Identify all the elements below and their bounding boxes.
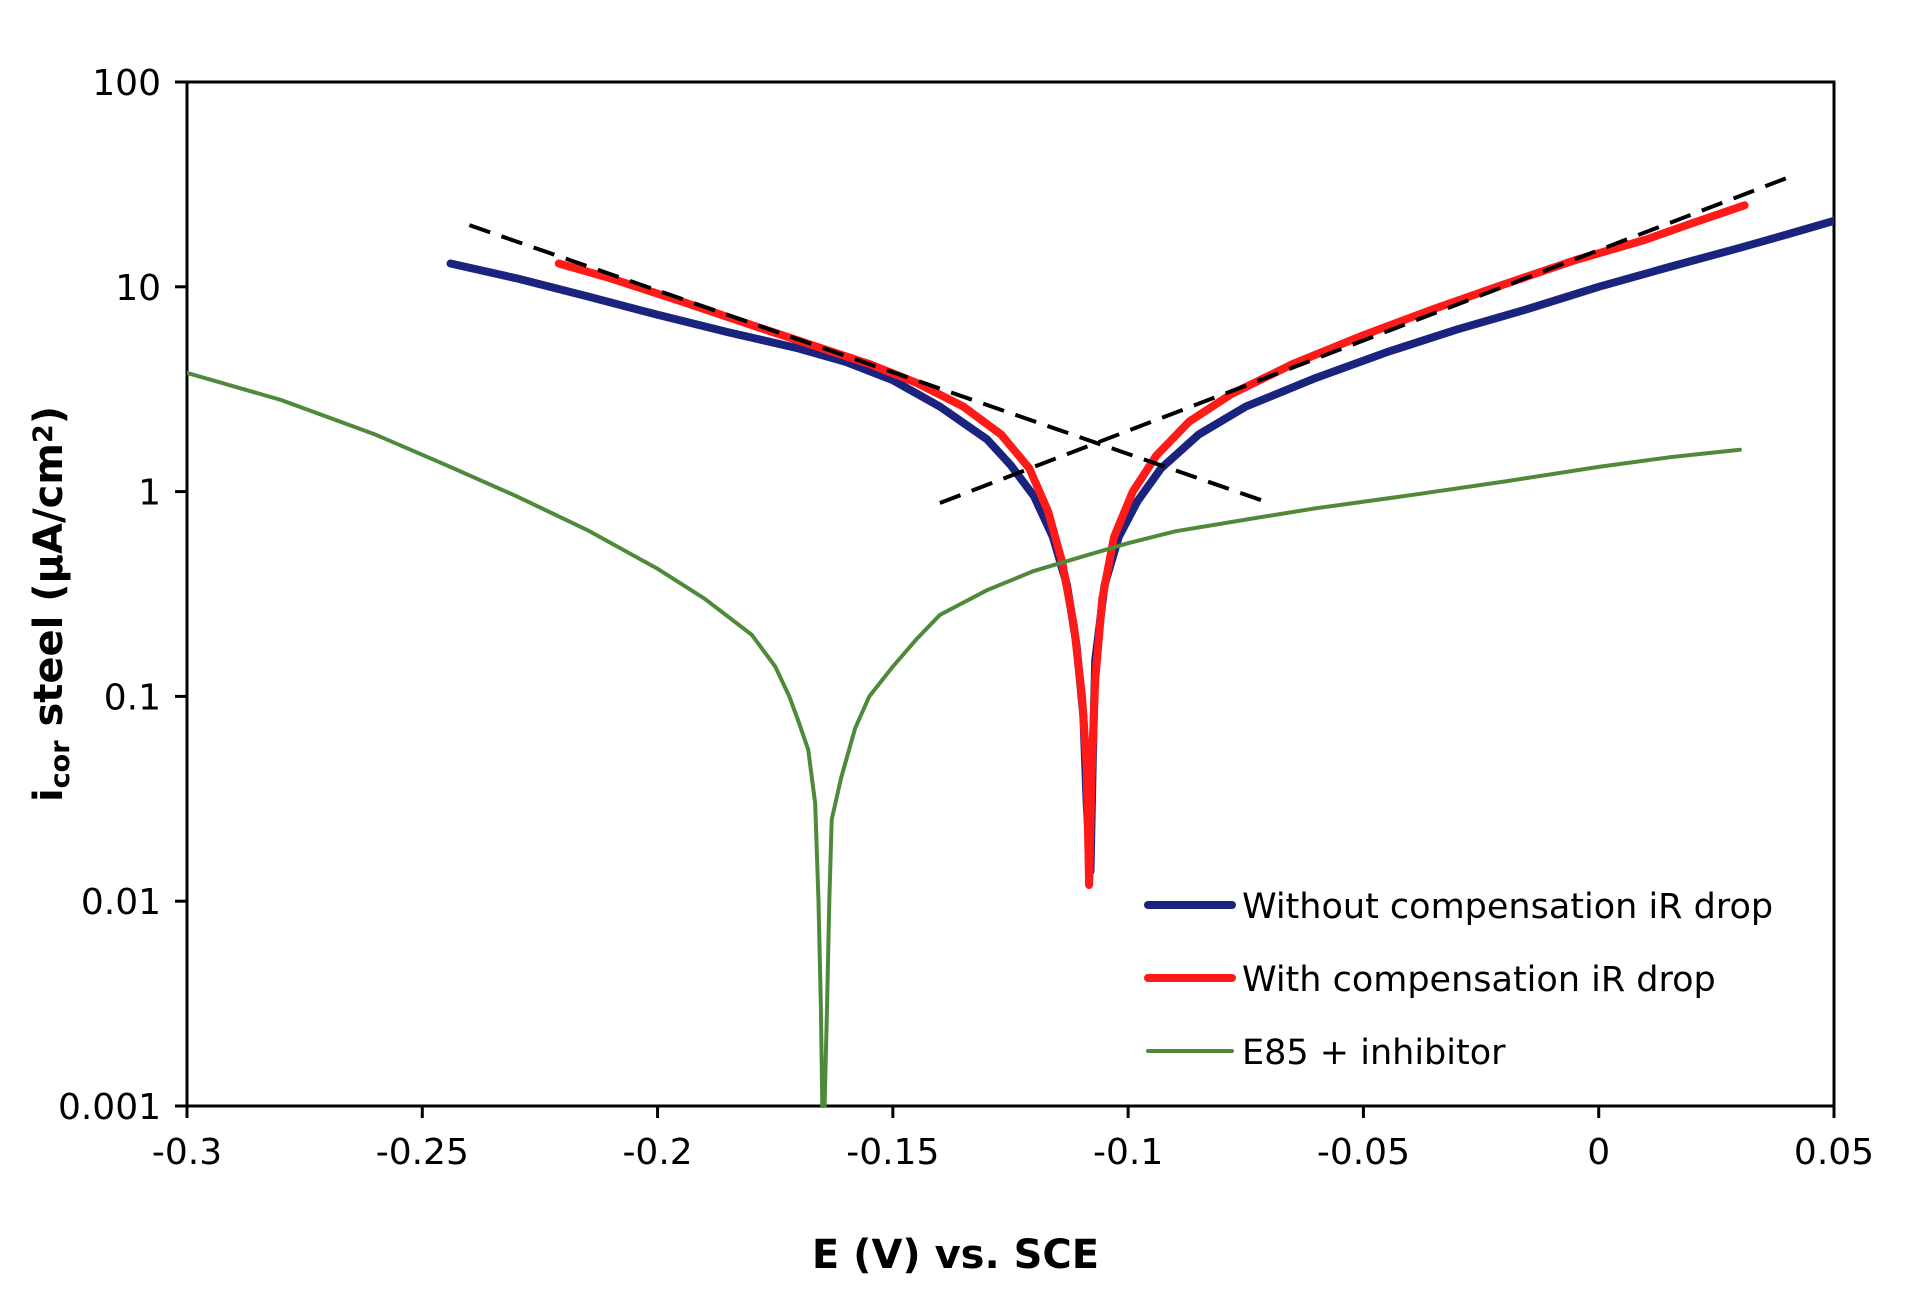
legend-label-with-compensation-ir-drop: With compensation iR drop: [1242, 960, 1716, 1000]
y-tick-label: 1: [138, 473, 161, 514]
series-group: [187, 176, 1834, 1108]
tafel-line-anodic-tafel-fit: [939, 176, 1788, 505]
x-tick-label: -0.25: [376, 1132, 469, 1173]
y-tick-label: 10: [115, 268, 161, 309]
x-tick-label: -0.2: [622, 1132, 692, 1173]
x-tick-label: -0.3: [152, 1132, 222, 1173]
x-tick-label: -0.05: [1317, 1132, 1410, 1173]
y-tick-label: 0.001: [58, 1087, 161, 1128]
legend: Without compensation iR drop With compens…: [1144, 887, 1773, 1073]
series-line-with-compensation-ir-drop: [554, 201, 1749, 889]
tafel-line-cathodic-tafel-fit: [468, 223, 1270, 505]
plot-frame: [185, 80, 1836, 1108]
y-tick-label: 100: [92, 63, 161, 104]
x-tick-label: -0.1: [1093, 1132, 1163, 1173]
x-axis-title: E (V) vs. SCE: [812, 1232, 1099, 1278]
legend-label-without-compensation-ir-drop: Without compensation iR drop: [1242, 887, 1773, 927]
series-line-without-compensation-ir-drop: [446, 216, 1834, 876]
x-tick-label: 0.05: [1794, 1132, 1874, 1173]
legend-label-e85-inhibitor: E85 + inhibitor: [1242, 1033, 1506, 1073]
y-tick-label: 0.01: [81, 882, 161, 923]
y-axis-title: icor steel (µA/cm2): [26, 406, 76, 802]
series-line-e85-inhibitor: [187, 370, 1742, 1108]
x-tick-label: 0: [1587, 1132, 1610, 1173]
x-tick-label: -0.15: [846, 1132, 939, 1173]
y-tick-label: 0.1: [104, 677, 161, 718]
